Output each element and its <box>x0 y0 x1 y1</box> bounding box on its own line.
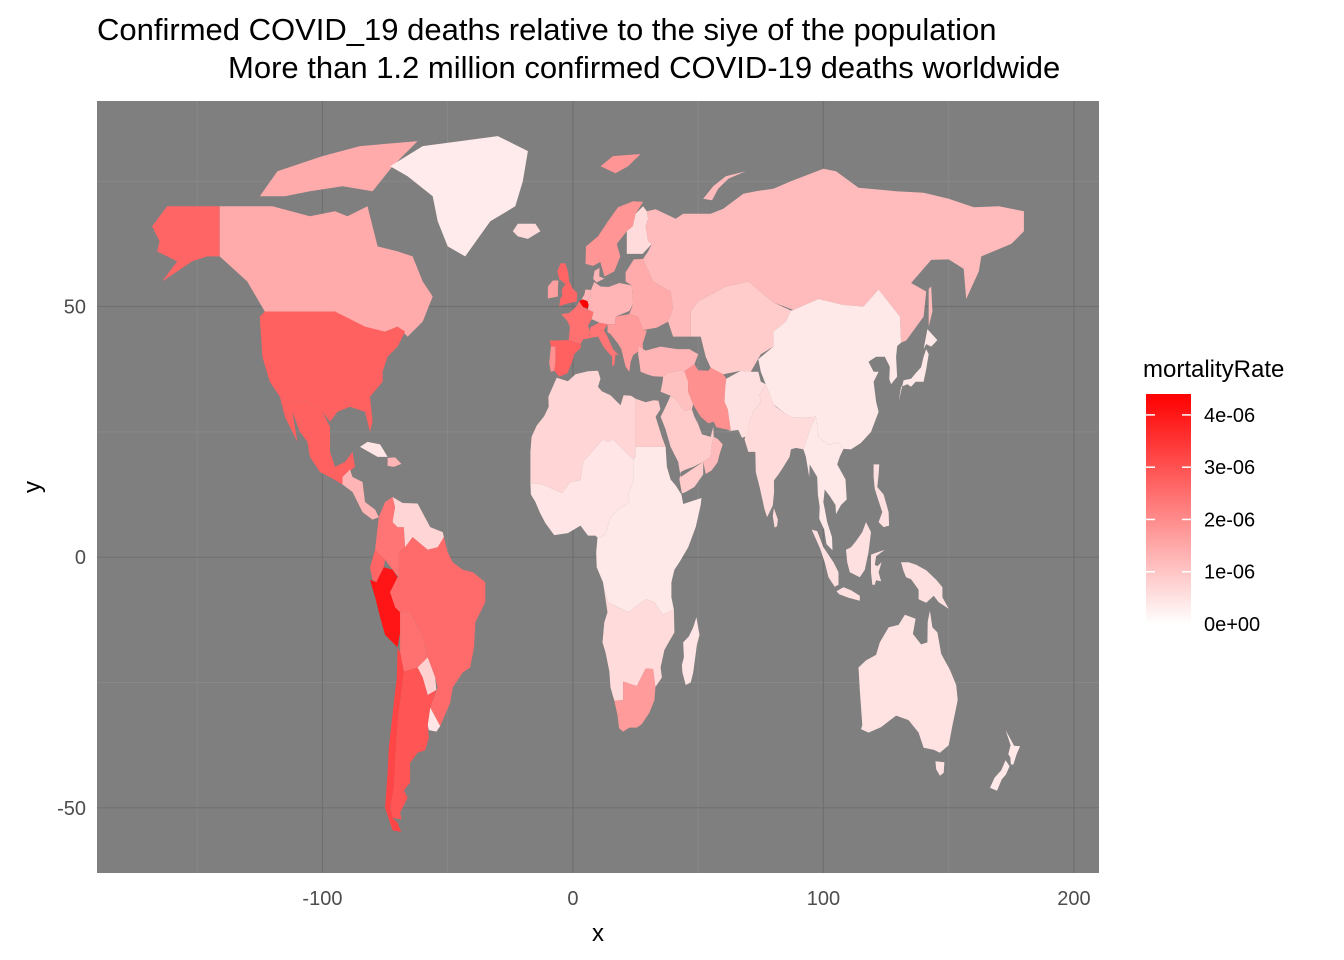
region-hokkaido <box>923 329 938 350</box>
region-iraq-syria <box>660 370 694 411</box>
region-belgium <box>579 299 589 309</box>
region-sahel-west-africa <box>530 439 634 538</box>
region-china-mongolia <box>758 289 902 450</box>
region-united-kingdom <box>557 263 578 307</box>
y-tick-label: 50 <box>64 297 86 319</box>
region-sulawesi <box>871 549 885 585</box>
x-axis-ticks: -100 0 100 200 <box>302 888 1090 910</box>
region-colombia <box>375 497 406 578</box>
region-korea <box>884 344 898 385</box>
legend-ticks: 0e+00 1e-06 2e-06 3e-06 4e-06 <box>1146 405 1260 636</box>
legend-tick-label: 2e-06 <box>1204 509 1255 531</box>
region-greenland <box>390 136 528 257</box>
legend-title: mortalityRate <box>1143 356 1284 383</box>
region-philippines <box>873 464 890 528</box>
legend-colorbar <box>1146 394 1191 624</box>
region-afghanistan-pakistan <box>724 370 766 438</box>
region-portugal <box>549 346 556 372</box>
region-argentina <box>390 667 437 820</box>
region-novaya-zemlya <box>703 171 746 201</box>
region-kazakhstan-central-asia <box>690 281 791 375</box>
region-madagascar <box>681 617 700 685</box>
legend: mortalityRate 0e+00 1e-06 2e-06 3e-06 4e-06 <box>1143 356 1284 636</box>
region-turkey-caucasus <box>638 346 699 377</box>
region-sakhalin <box>928 286 933 327</box>
region-new-zealand <box>1005 730 1021 765</box>
region-italy <box>589 322 620 367</box>
region-eastern-europe <box>625 258 674 331</box>
region-finland <box>626 206 652 254</box>
y-tick-label: -50 <box>57 798 86 820</box>
region-java <box>836 587 860 601</box>
region-new-zealand-south <box>990 760 1010 791</box>
plot-panel <box>97 101 1099 873</box>
region-southern-africa <box>602 582 675 701</box>
region-iceland <box>512 223 541 239</box>
region-netherlands <box>581 289 591 301</box>
region-oman <box>703 436 723 474</box>
chart-subtitle: More than 1.2 million confirmed COVID-19… <box>228 50 1060 85</box>
y-axis-ticks: -50 0 50 <box>57 297 86 820</box>
region-egypt <box>635 398 666 447</box>
y-tick-label: 0 <box>75 547 86 569</box>
region-india <box>744 384 816 518</box>
region-tasmania <box>935 761 945 776</box>
region-paraguay <box>417 657 437 695</box>
x-tick-label: 200 <box>1057 888 1090 910</box>
region-france <box>561 301 594 345</box>
chart-title: Confirmed COVID_19 deaths relative to th… <box>97 12 997 47</box>
region-mexico <box>279 396 355 485</box>
region-balkans <box>607 314 647 372</box>
legend-tick-label: 0e+00 <box>1204 614 1260 636</box>
region-alaska-usa <box>152 206 220 282</box>
region-southeast-asia <box>803 416 847 551</box>
y-axis-title: y <box>19 481 46 493</box>
country-polygons <box>152 136 1024 832</box>
region-ecuador <box>370 549 386 583</box>
region-bolivia <box>400 612 428 672</box>
region-denmark <box>593 267 605 283</box>
region-sri-lanka <box>772 508 778 528</box>
region-scandinavia <box>585 201 644 277</box>
region-australia <box>858 610 958 753</box>
region-central-east-africa <box>596 446 702 615</box>
region-south-africa <box>614 668 656 732</box>
legend-tick-label: 4e-06 <box>1204 405 1255 427</box>
region-cuba <box>360 441 388 457</box>
x-tick-label: -100 <box>302 888 342 910</box>
region-ireland <box>547 280 559 299</box>
region-sumatra <box>811 529 839 587</box>
region-central-america <box>342 469 379 520</box>
region-new-guinea <box>901 562 949 609</box>
x-tick-label: 100 <box>807 888 840 910</box>
region-brazil <box>390 537 486 727</box>
region-saudi-arabia-gulf <box>660 395 714 494</box>
region-borneo <box>846 522 871 578</box>
region-north-africa <box>530 370 636 493</box>
region-iran <box>684 364 731 431</box>
legend-tick-label: 1e-06 <box>1204 562 1255 584</box>
legend-tick-label: 3e-06 <box>1204 457 1255 479</box>
region-chile <box>385 647 404 832</box>
region-peru <box>370 567 401 648</box>
region-svalbard <box>600 154 641 174</box>
region-canada-arctic <box>259 141 418 197</box>
region-russia <box>643 168 1024 343</box>
region-central-europe <box>587 282 634 325</box>
x-tick-label: 0 <box>567 888 578 910</box>
region-uruguay <box>427 707 441 732</box>
x-axis-title: x <box>592 920 604 947</box>
region-venezuela-guianas <box>392 497 444 550</box>
region-hispaniola <box>387 457 402 467</box>
region-japan <box>898 349 929 402</box>
region-canada <box>219 206 433 347</box>
region-spain <box>549 340 581 377</box>
